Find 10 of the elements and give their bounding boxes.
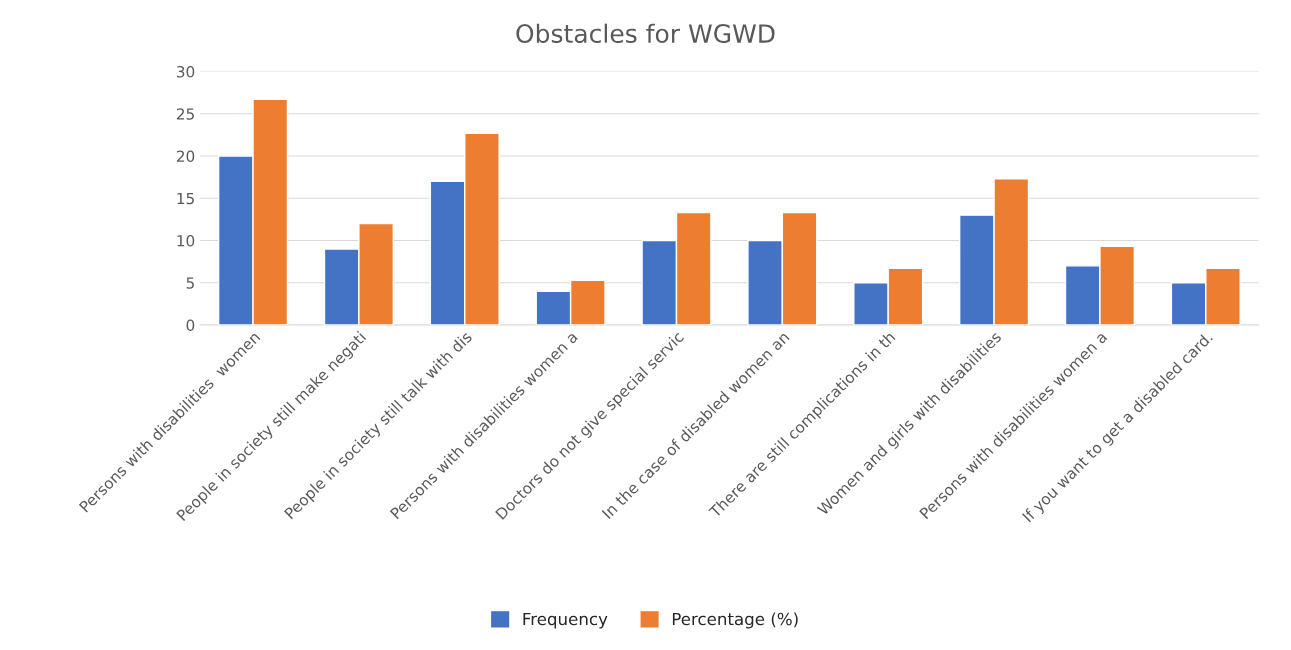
y-tick-label: 20: [176, 150, 195, 163]
legend-label: Percentage (%): [672, 612, 798, 629]
chart-title: Obstacles for WGWD: [516, 23, 775, 43]
y-tick-label: 10: [177, 234, 195, 247]
y-tick-label: 5: [186, 277, 194, 289]
y-tick-label: 0: [186, 319, 195, 332]
y-tick-label: 30: [176, 65, 195, 78]
y-tick-label: 25: [176, 108, 194, 120]
legend-label: Frequency: [523, 612, 608, 629]
y-tick-label: 15: [177, 192, 194, 205]
